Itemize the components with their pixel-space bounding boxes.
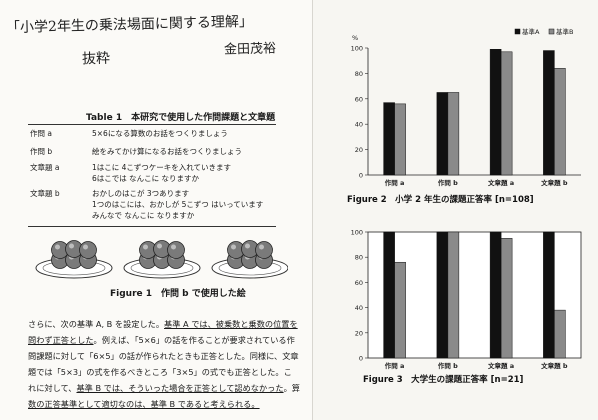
- body-text-line: 問わず正答とした。例えば、「5×6」の話を作ることが要求されている作: [28, 334, 295, 346]
- y-tick-label: 60: [355, 279, 363, 287]
- y-tick-label: 40: [355, 121, 363, 129]
- handwritten-note: 抜粋: [81, 50, 111, 68]
- x-tick-label: 文章題 b: [540, 361, 568, 370]
- y-tick-label: 80: [355, 70, 363, 78]
- table-row-text: おかしのはこが 3つあります: [92, 189, 190, 198]
- plate-of-oranges: [35, 240, 113, 279]
- orange-icon: [79, 241, 97, 259]
- table-row-text: 5×6になる算数のお話をつくりましょう: [92, 129, 228, 138]
- table-row-text: みんなで なんこに なりますか: [92, 211, 195, 220]
- figure3-chart: 0 20 40 60 80 100 作問 a 作問 b 文章題 a 文章題 b Figure 3 大…: [351, 229, 582, 385]
- text-segment: 。算: [283, 383, 300, 393]
- y-tick-label: 20: [355, 146, 363, 154]
- x-tick-label: 文章題 a: [487, 361, 514, 370]
- text-segment: 。例えば、「5×6」の話を作ることが要求されている作: [93, 335, 295, 345]
- bar-series-a: [383, 231, 395, 359]
- orange-icon: [255, 241, 273, 259]
- text-segment: 題では「5×3」の式を作るべきところ「3×5」の式でも正答とした。こ: [28, 367, 292, 377]
- bar-series-b: [394, 261, 406, 359]
- y-axis-label: %: [352, 34, 358, 42]
- figure1-illustration: [35, 240, 288, 279]
- x-tick-label: 文章題 a: [487, 178, 514, 187]
- bar-series-b: [500, 51, 513, 176]
- bar-series-b: [500, 238, 513, 359]
- table-row-label: 文章題 a: [30, 163, 60, 172]
- chart-title: Figure 2 小学 2 年生の課題正答率 [n=108]: [347, 194, 534, 205]
- right-page: 0 20 40 60 80 100% 作問 a 作問 b 文章題 a 文章題 b 基準A 基準B Fig…: [312, 0, 598, 420]
- bar-series-b: [447, 231, 460, 359]
- y-tick-label: 60: [355, 95, 363, 103]
- text-segment: 問課題に対して「6×5」の話が作られたときも正答とした。同様に、文章: [28, 351, 299, 361]
- bar-series-a: [436, 231, 449, 359]
- y-tick-label: 20: [355, 329, 363, 337]
- underlined-text: 基準 B では、そういった場合を正答として認めなかった: [76, 383, 284, 393]
- plate-of-oranges: [123, 240, 201, 279]
- x-tick-label: 作問 a: [385, 178, 405, 187]
- bar-series-a: [543, 50, 555, 176]
- legend-swatch: [548, 28, 555, 35]
- bar-series-a: [543, 231, 555, 359]
- table-top-rule: [28, 124, 276, 125]
- left-page: 「小学2年生の乗法場面に関する理解」 金田茂裕 抜粋 Table 1 本研究で使…: [5, 13, 300, 410]
- underlined-text: 問わず正答とした: [28, 335, 94, 345]
- handwritten-title: 「小学2年生の乗法場面に関する理解」: [5, 13, 254, 37]
- table-row-text: 1つのはこには、おかしが 5こずつ はいっています: [92, 200, 264, 209]
- orange-icon: [167, 241, 185, 259]
- table-row-label: 作問 b: [30, 147, 53, 156]
- body-text-line: れに対して、基準 B では、そういった場合を正答として認めなかった。算: [28, 382, 300, 394]
- y-tick-label: 80: [355, 254, 363, 262]
- x-tick-label: 作問 b: [438, 178, 458, 187]
- table-caption: Table 1 本研究で使用した作問課題と文章題: [86, 113, 276, 123]
- figure1-caption: Figure 1 作問 b で使用した絵: [110, 289, 246, 299]
- body-text-line: 数の正答基準として適切なのは、基準 B であると考えられる。: [28, 398, 260, 410]
- x-tick-label: 作問 a: [385, 361, 405, 370]
- bar-series-b: [447, 92, 460, 176]
- chart-title: Figure 3 大学生の課題正答率 [n=21]: [363, 374, 524, 385]
- table-bottom-rule: [28, 226, 276, 227]
- body-text-line: 題では「5×3」の式を作るべきところ「3×5」の式でも正答とした。こ: [28, 366, 292, 378]
- legend-swatch: [514, 28, 521, 35]
- y-tick-label: 40: [355, 304, 363, 312]
- bar-series-a: [489, 231, 502, 359]
- y-tick-label: 0: [359, 172, 363, 180]
- bar-series-a: [383, 102, 395, 176]
- bar-series-b: [394, 103, 406, 176]
- underlined-text: 基準 A では、被乗数と乗数の位置を: [164, 319, 298, 329]
- bar-series-a: [436, 92, 449, 176]
- body-text-line: さらに、次の基準 A, B を設定した。基準 A では、被乗数と乗数の位置を: [28, 318, 298, 330]
- text-segment: れに対して、: [28, 383, 77, 393]
- y-tick-label: 0: [359, 355, 363, 363]
- table-row-label: 文章題 b: [30, 189, 60, 198]
- plate-of-oranges: [211, 240, 288, 279]
- text-segment: さらに、次の基準 A, B を設定した。: [28, 319, 165, 329]
- handwritten-author: 金田茂裕: [223, 41, 277, 58]
- bar-series-b: [554, 309, 566, 359]
- y-tick-label: 100: [351, 229, 363, 237]
- y-tick-label: 100: [351, 45, 363, 53]
- table-row-text: 絵をみてかけ算になるお話をつくりましょう: [92, 147, 242, 156]
- body-text-line: 問課題に対して「6×5」の話が作られたときも正答とした。同様に、文章: [28, 350, 299, 362]
- underlined-text: 数の正答基準として適切なのは、基準 B であると考えられる。: [28, 399, 260, 409]
- legend-label: 基準B: [556, 27, 573, 36]
- figure2-chart: 0 20 40 60 80 100% 作問 a 作問 b 文章題 a 文章題 b 基準A 基準B Fig…: [347, 27, 581, 205]
- x-tick-label: 文章題 b: [540, 178, 568, 187]
- legend-label: 基準A: [522, 27, 540, 36]
- table-row-label: 作問 a: [30, 129, 52, 138]
- table-row-text: 1はこに 4こずつケーキを入れていきます: [92, 163, 232, 172]
- bar-series-b: [554, 68, 566, 176]
- table-row-text: 6はこでは なんこに なりますか: [92, 174, 200, 183]
- bar-series-a: [489, 49, 502, 176]
- x-tick-label: 作問 b: [438, 361, 458, 370]
